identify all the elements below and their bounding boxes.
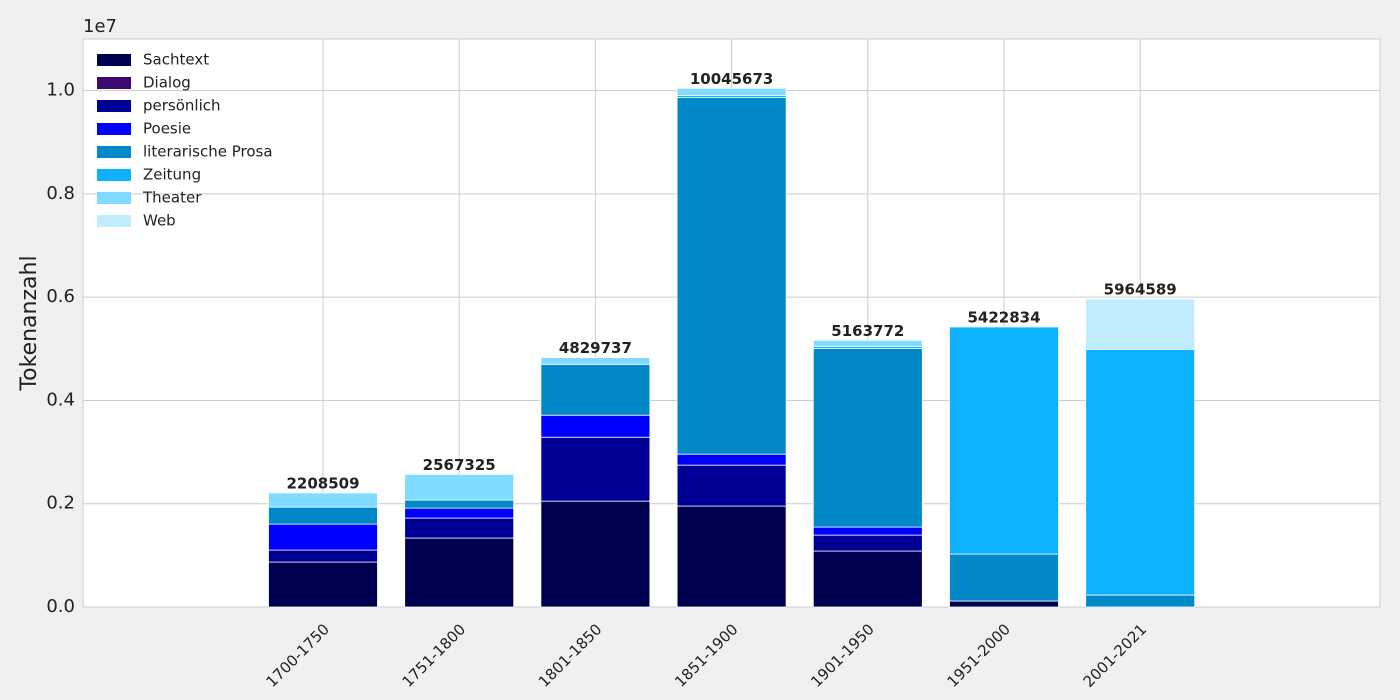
bar-segment xyxy=(404,499,515,509)
bar-segment xyxy=(404,474,515,501)
bar-segment xyxy=(676,464,787,507)
legend-swatch xyxy=(97,192,131,204)
legend-label: literarische Prosa xyxy=(143,143,273,161)
legend-label: persönlich xyxy=(143,97,221,115)
bar-segment xyxy=(540,414,651,438)
legend-label: Poesie xyxy=(143,120,191,138)
bar-segment xyxy=(540,500,651,608)
bar-segment xyxy=(812,534,923,552)
legend-swatch xyxy=(97,146,131,158)
y-tick-label: 0.4 xyxy=(46,389,75,410)
legend-swatch xyxy=(97,215,131,227)
bar-segment xyxy=(404,537,515,608)
bar-segment xyxy=(676,453,787,466)
y-tick-label: 0.6 xyxy=(46,286,75,307)
y-tick-label: 0.0 xyxy=(46,596,75,617)
bar-segment xyxy=(949,326,1059,555)
y-tick-label: 1.0 xyxy=(46,80,75,101)
bar-segment xyxy=(676,505,787,608)
bar-segment xyxy=(812,339,923,347)
total-label: 5964589 xyxy=(1104,281,1177,299)
bar-segment xyxy=(268,506,378,525)
bar-segment xyxy=(268,523,378,551)
legend-label: Dialog xyxy=(143,74,191,92)
total-label: 5422834 xyxy=(967,308,1040,326)
bar-segment xyxy=(812,550,923,608)
y-axis-label: Tokenanzahl xyxy=(17,255,42,391)
legend-swatch xyxy=(97,100,131,112)
bar-segment xyxy=(404,517,515,539)
total-label: 2208509 xyxy=(286,474,359,492)
bar-segment xyxy=(540,363,651,416)
total-label: 5163772 xyxy=(831,322,904,340)
bar-segment xyxy=(268,549,378,563)
total-label: 4829737 xyxy=(559,339,632,357)
bar-segment xyxy=(812,347,923,528)
y-tick-label: 0.2 xyxy=(46,493,75,514)
bar-segment xyxy=(268,492,378,508)
bar-segment xyxy=(1085,348,1196,596)
bar-segment xyxy=(676,87,787,96)
total-label: 10045673 xyxy=(690,70,774,88)
legend-swatch xyxy=(97,169,131,181)
legend-swatch xyxy=(97,54,131,66)
y-offset-label: 1e7 xyxy=(83,16,117,37)
legend-label: Theater xyxy=(142,189,202,207)
legend-label: Sachtext xyxy=(143,51,209,69)
bar-segment xyxy=(1085,594,1196,608)
bar-segment xyxy=(404,507,515,519)
bar-segment xyxy=(949,600,1059,608)
legend-swatch xyxy=(97,77,131,89)
legend-label: Web xyxy=(143,212,176,230)
y-tick-label: 0.8 xyxy=(46,183,75,204)
bar-segment xyxy=(812,526,923,536)
bar-segment xyxy=(540,357,651,365)
bar-segment xyxy=(268,561,378,608)
legend-label: Zeitung xyxy=(143,166,201,184)
bar-segment xyxy=(1085,298,1196,350)
bar-segment xyxy=(676,97,787,455)
bar-segment xyxy=(949,553,1059,602)
total-label: 2567325 xyxy=(423,456,496,474)
legend-swatch xyxy=(97,123,131,135)
bar-segment xyxy=(540,436,651,502)
